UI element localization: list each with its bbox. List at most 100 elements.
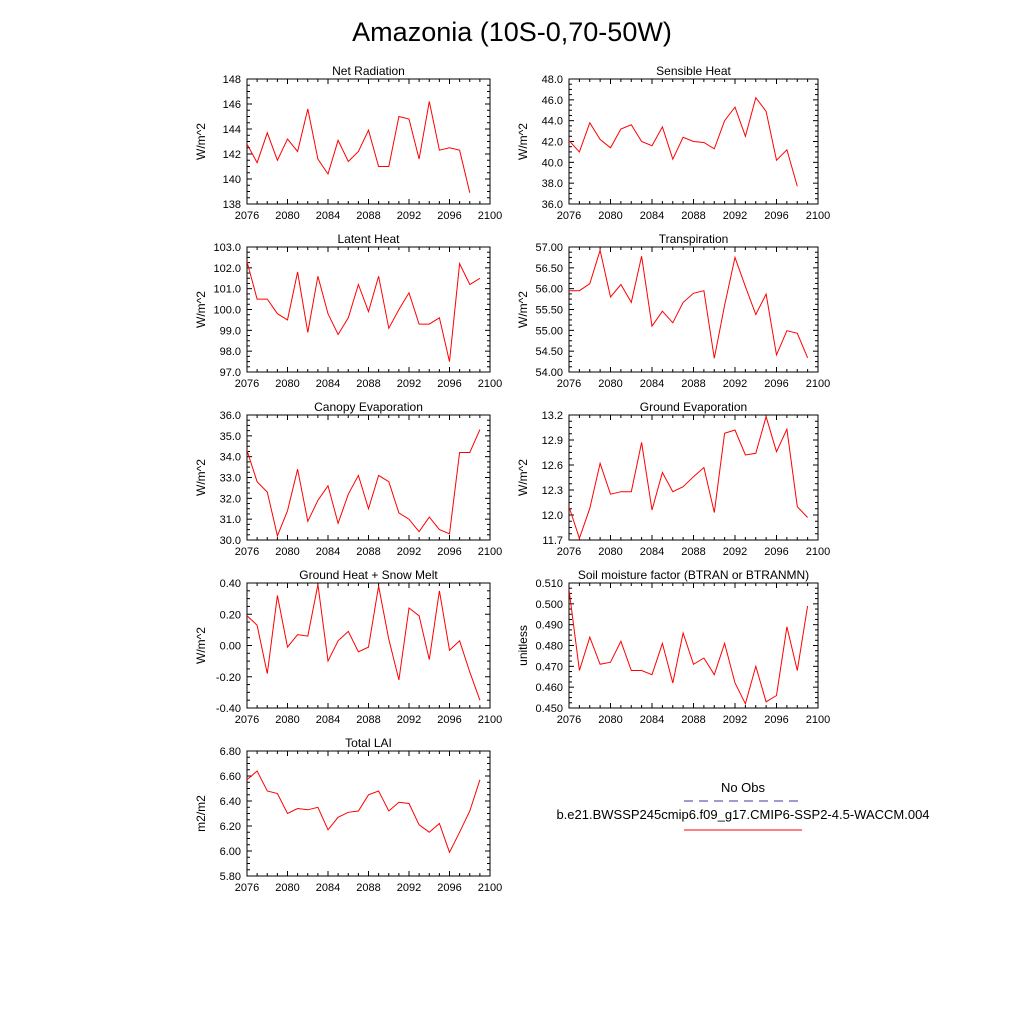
x-tick-label: 2076 [557, 714, 581, 726]
y-tick-label: 11.7 [542, 535, 563, 547]
y-axis-label: unitless [516, 625, 530, 666]
x-tick-label: 2096 [437, 210, 461, 222]
y-tick-label: 55.00 [535, 325, 563, 337]
x-tick-label: 2076 [235, 378, 259, 390]
y-axis-label: W/m^2 [194, 627, 208, 664]
x-tick-label: 2096 [437, 546, 461, 558]
y-tick-label: 0.20 [220, 609, 241, 621]
y-tick-label: 38.0 [542, 178, 563, 190]
x-tick-label: 2092 [397, 546, 421, 558]
y-tick-label: -0.20 [216, 672, 241, 684]
chart-panel: Sensible Heat W/m^2 2076 2080 2084 2088 2092 20… [516, 64, 830, 222]
y-tick-label: 54.00 [535, 367, 563, 379]
x-tick-label: 2100 [478, 882, 502, 894]
y-tick-label: 0.490 [535, 620, 563, 632]
x-tick-label: 2084 [640, 378, 664, 390]
y-axis-label: W/m^2 [194, 123, 208, 160]
y-tick-label: 6.80 [220, 746, 241, 758]
y-tick-label: 57.00 [535, 242, 563, 254]
y-tick-label: 0.450 [535, 703, 563, 715]
y-tick-label: 6.20 [220, 821, 241, 833]
x-tick-label: 2084 [640, 210, 664, 222]
x-tick-label: 2088 [356, 714, 380, 726]
x-tick-label: 2080 [598, 210, 622, 222]
plot-frame [246, 750, 491, 877]
x-tick-label: 2096 [437, 714, 461, 726]
x-tick-label: 2096 [437, 378, 461, 390]
x-tick-label: 2088 [356, 210, 380, 222]
y-tick-label: 0.00 [220, 641, 241, 653]
x-tick-label: 2100 [478, 378, 502, 390]
legend: No Obs b.e21.BWSSP245cmip6.f09_g17.CMIP6… [556, 780, 930, 831]
x-tick-label: 2092 [723, 210, 747, 222]
x-tick-label: 2084 [316, 378, 340, 390]
panel-title: Canopy Evaporation [314, 400, 423, 414]
x-tick-label: 2080 [275, 378, 299, 390]
plot-frame [568, 582, 819, 709]
chart-panel: Soil moisture factor (BTRAN or BTRANMN) u… [516, 568, 830, 726]
y-tick-label: 56.50 [535, 263, 563, 275]
series-line [569, 415, 808, 540]
x-tick-label: 2096 [764, 378, 788, 390]
x-tick-label: 2076 [557, 210, 581, 222]
x-tick-label: 2080 [275, 210, 299, 222]
y-tick-label: 6.60 [220, 771, 241, 783]
y-tick-label: 40.0 [542, 157, 563, 169]
x-tick-label: 2076 [235, 714, 259, 726]
x-tick-label: 2080 [275, 546, 299, 558]
y-axis-label: W/m^2 [194, 459, 208, 496]
x-tick-label: 2100 [806, 546, 830, 558]
x-tick-label: 2088 [681, 378, 705, 390]
chart-panel: Total LAI m2/m2 2076 2080 2084 2088 2092 2096 21… [194, 736, 502, 894]
x-tick-label: 2096 [764, 210, 788, 222]
x-tick-label: 2092 [397, 210, 421, 222]
plot-frame [568, 246, 819, 373]
y-tick-label: 34.0 [220, 452, 241, 464]
y-tick-label: 0.40 [220, 578, 241, 590]
y-tick-label: 36.0 [542, 199, 563, 211]
panels-group: Net Radiation W/m^2 2076 2080 2084 2088 2092 20… [194, 64, 830, 894]
x-tick-label: 2084 [316, 210, 340, 222]
y-tick-label: 144 [223, 124, 241, 136]
x-tick-label: 2080 [598, 546, 622, 558]
x-tick-label: 2100 [806, 378, 830, 390]
plot-frame [568, 414, 819, 541]
x-tick-label: 2088 [356, 882, 380, 894]
x-tick-label: 2080 [598, 714, 622, 726]
y-tick-label: 12.0 [542, 510, 563, 522]
y-tick-label: 140 [223, 174, 241, 186]
chart-panel: Net Radiation W/m^2 2076 2080 2084 2088 2092 20… [194, 64, 502, 222]
series-line [247, 584, 481, 701]
x-tick-label: 2096 [764, 546, 788, 558]
series-line [569, 248, 809, 359]
y-tick-label: 56.00 [535, 284, 563, 296]
x-tick-label: 2076 [557, 378, 581, 390]
x-tick-label: 2084 [316, 882, 340, 894]
panel-title: Latent Heat [337, 232, 400, 246]
chart-panel: Latent Heat W/m^2 2076 2080 2084 2088 2092 2096… [194, 232, 502, 390]
legend-obs-label: No Obs [721, 780, 766, 795]
x-tick-label: 2096 [764, 714, 788, 726]
x-tick-label: 2084 [640, 546, 664, 558]
y-tick-label: 48.0 [542, 74, 563, 86]
y-tick-label: 30.0 [220, 535, 241, 547]
y-axis-label: W/m^2 [516, 291, 530, 328]
x-tick-label: 2092 [723, 714, 747, 726]
figure-title: Amazonia (10S-0,70-50W) [352, 17, 672, 47]
chart-panel: Transpiration W/m^2 2076 2080 2084 2088 2092 20… [516, 232, 830, 390]
plot-frame [246, 246, 491, 373]
chart-panel: Canopy Evaporation W/m^2 2076 2080 2084 2088 2… [194, 400, 502, 558]
panel-title: Total LAI [345, 736, 392, 750]
series-line [247, 261, 481, 362]
series-line [247, 101, 471, 193]
y-tick-label: 32.0 [220, 493, 241, 505]
panel-title: Transpiration [659, 232, 729, 246]
y-axis-label: m2/m2 [194, 795, 208, 832]
y-tick-label: 42.0 [542, 137, 563, 149]
y-tick-label: 35.0 [220, 431, 241, 443]
x-tick-label: 2100 [478, 210, 502, 222]
y-tick-label: 0.510 [535, 578, 563, 590]
x-tick-label: 2076 [557, 546, 581, 558]
y-tick-label: 46.0 [542, 95, 563, 107]
panel-title: Sensible Heat [656, 64, 731, 78]
